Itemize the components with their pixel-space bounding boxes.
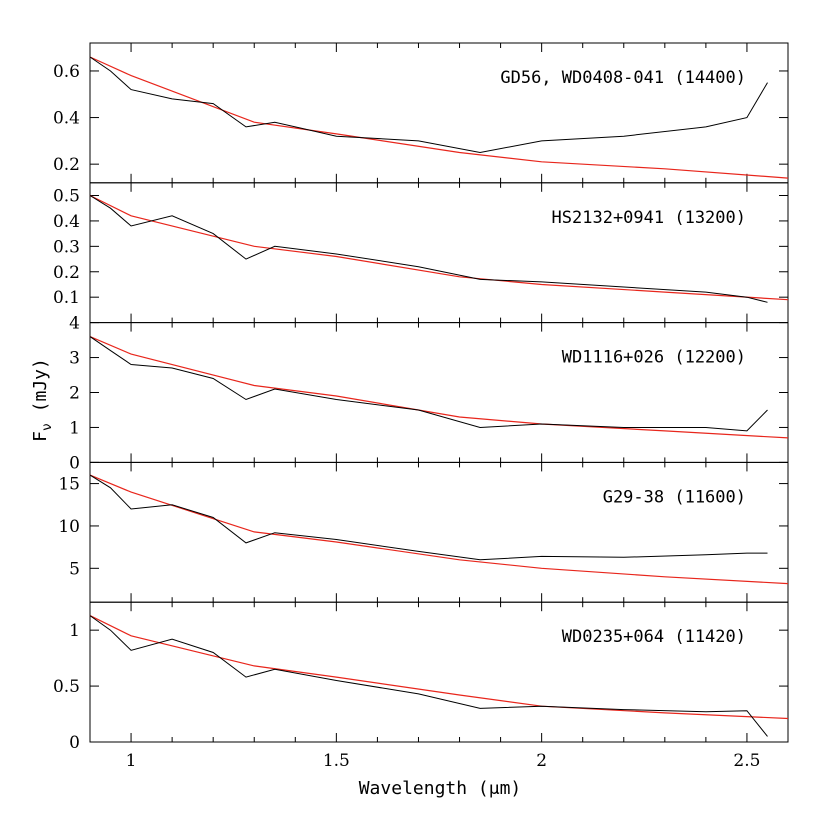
y-tick-label: 0.5 xyxy=(53,187,80,207)
y-tick-label: 10 xyxy=(58,517,80,537)
y-tick-label: 0.6 xyxy=(53,62,80,82)
y-tick-label: 0.2 xyxy=(53,263,80,283)
y-tick-label: 15 xyxy=(58,475,80,495)
panel-label: WD0235+064 (11420) xyxy=(562,627,746,647)
y-tick-label: 2 xyxy=(69,384,80,404)
panel-2: 0.1 0.2 0.3 0.4 0.5 HS2132+0941 (13200) xyxy=(53,182,789,324)
model-spectrum-line xyxy=(89,336,789,439)
observed-spectrum-line xyxy=(89,474,768,561)
y-tick-label: 4 xyxy=(69,314,80,334)
x-tick-label: 2.5 xyxy=(733,751,760,771)
y-tick-label: 0.5 xyxy=(53,677,80,697)
y-tick-label: 1 xyxy=(69,418,80,438)
panel-label: GD56, WD0408-041 (14400) xyxy=(500,68,746,88)
panel-label: WD1116+026 (12200) xyxy=(562,348,746,368)
y-tick-label: 3 xyxy=(69,349,80,369)
panel-1: 0.2 0.4 0.6 GD56, WD0408-041 (14400) xyxy=(53,42,789,184)
y-tick-label: 0.2 xyxy=(53,155,80,175)
x-tick-label: 2 xyxy=(536,751,547,771)
y-axis-title: Fν (mJy) xyxy=(30,358,55,442)
observed-spectrum-line xyxy=(89,56,768,154)
panel-frame xyxy=(89,601,789,743)
y-axis-title-main: F xyxy=(30,431,51,442)
model-spectrum-line xyxy=(89,615,789,720)
x-tick-label: 1 xyxy=(126,751,137,771)
panel-frame xyxy=(89,182,789,324)
panel-frame xyxy=(89,322,789,463)
y-tick-label: 0.4 xyxy=(53,212,80,232)
panels-layer: 0.20.40.6 GD56, WD0408-041 (14400)0.10.20… xyxy=(53,42,789,753)
observed-spectrum-line xyxy=(89,615,768,737)
y-axis-title-subscript: ν xyxy=(40,423,55,431)
y-tick-label: 0.4 xyxy=(53,109,80,129)
model-spectrum-line xyxy=(89,56,789,179)
x-tick-labels: 1 1.5 2 2.5 xyxy=(126,751,761,771)
observed-spectrum-line xyxy=(89,336,768,432)
y-tick-label: 0.3 xyxy=(53,237,80,257)
panel-4: 5 10 15 G29-38 (11600) xyxy=(58,461,789,603)
panel-5: 0 0.5 1 WD0235+064 (11420) xyxy=(53,601,789,753)
panel-label: G29-38 (11600) xyxy=(603,487,746,507)
y-tick-label: 5 xyxy=(69,559,80,579)
model-spectrum-line xyxy=(89,474,789,585)
y-tick-label: 0 xyxy=(69,733,80,753)
observed-spectrum-line xyxy=(89,195,768,303)
x-tick-label: 1.5 xyxy=(323,751,350,771)
y-tick-label: 1 xyxy=(69,621,80,641)
panel-label: HS2132+0941 (13200) xyxy=(552,208,746,228)
y-tick-label: 0.1 xyxy=(53,288,80,308)
panel-frame xyxy=(89,42,789,184)
y-tick-label: 0 xyxy=(69,453,80,473)
y-axis-title-unit: (mJy) xyxy=(30,358,51,423)
x-axis-title: Wavelength (μm) xyxy=(359,778,522,799)
panel-3: 0 1 2 3 4 WD1116+026 (12200) xyxy=(69,314,789,473)
panel-frame xyxy=(89,461,789,603)
